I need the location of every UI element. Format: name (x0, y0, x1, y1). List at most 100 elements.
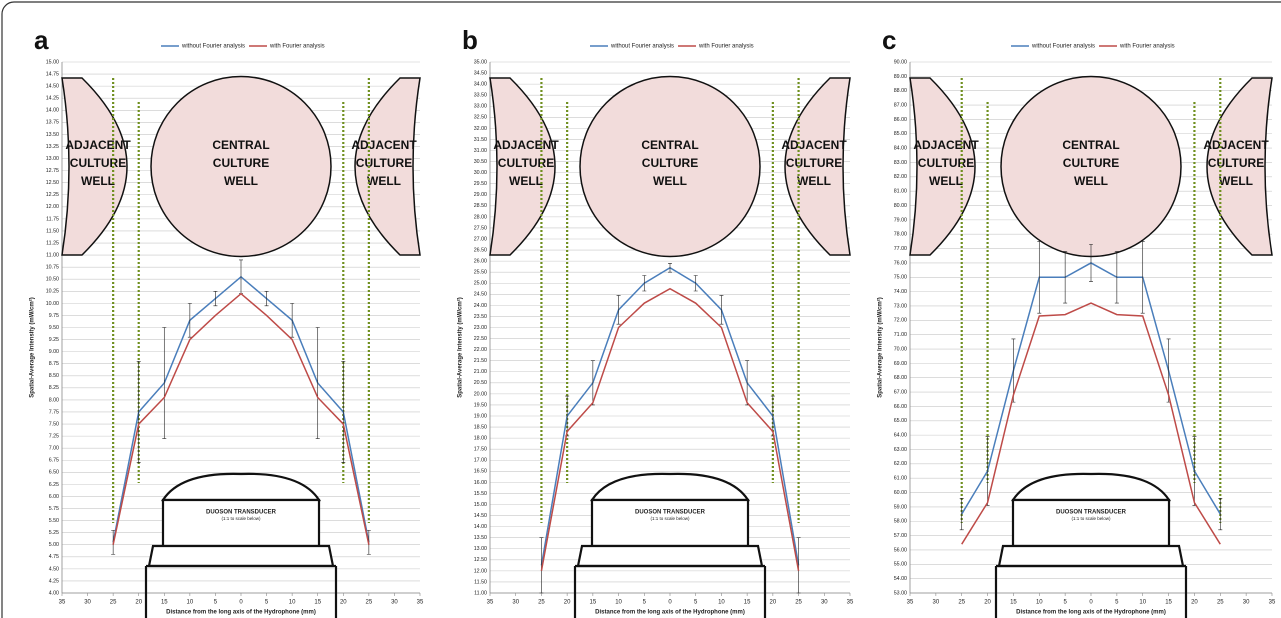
y-tick-label: 30.00 (474, 170, 487, 176)
y-tick-label: 28.50 (474, 203, 487, 209)
x-tick-label: 15 (314, 600, 321, 606)
transducer-label: DUOSON TRANSDUCER (635, 510, 706, 516)
well-label: CULTURE (70, 156, 126, 170)
x-tick-label: 25 (366, 600, 373, 606)
transducer-body (163, 500, 319, 546)
x-tick-label: 35 (417, 600, 424, 606)
x-tick-label: 20 (770, 600, 777, 606)
error-bar (1218, 498, 1222, 530)
y-tick-label: 32.50 (474, 115, 487, 121)
y-tick-label: 23.00 (474, 325, 487, 331)
well-label: ADJACENT (65, 138, 131, 152)
y-tick-label: 76.00 (894, 260, 907, 266)
transducer-collar (578, 546, 762, 566)
y-tick-label: 29.00 (474, 192, 487, 198)
x-tick-label: 20 (340, 600, 347, 606)
x-tick-label: 0 (668, 600, 672, 606)
y-tick-label: 26.00 (474, 259, 487, 265)
well-label: CENTRAL (1062, 138, 1119, 152)
y-tick-label: 4.00 (49, 590, 59, 596)
well-label: CULTURE (356, 156, 412, 170)
y-tick-label: 81.00 (894, 189, 907, 195)
y-tick-label: 32.00 (474, 126, 487, 132)
well-label: WELL (224, 174, 258, 188)
y-tick-label: 84.00 (894, 146, 907, 152)
x-tick-label: 10 (615, 600, 622, 606)
x-tick-label: 35 (1269, 600, 1276, 606)
x-tick-label: 30 (1243, 600, 1250, 606)
x-tick-label: 35 (907, 600, 914, 606)
y-tick-label: 33.50 (474, 93, 487, 99)
y-tick-label: 6.25 (49, 482, 59, 488)
y-tick-label: 54.00 (894, 576, 907, 582)
transducer-note: (1:1 to scale below) (650, 516, 690, 521)
x-tick-label: 0 (1089, 600, 1093, 606)
y-tick-label: 10.75 (46, 265, 59, 271)
x-tick-label: 30 (84, 600, 91, 606)
well-label: WELL (653, 174, 687, 188)
y-tick-label: 9.00 (49, 349, 59, 355)
y-axis-label: Spatial-Average Intensity (mW/cm²) (877, 297, 884, 397)
y-tick-label: 55.00 (894, 562, 907, 568)
error-bar (162, 328, 166, 439)
transducer-collar (149, 546, 333, 566)
x-tick-label: 10 (1036, 600, 1043, 606)
y-tick-label: 82.00 (894, 174, 907, 180)
y-tick-label: 14.25 (46, 96, 59, 102)
y-tick-label: 20.50 (474, 380, 487, 386)
y-tick-label: 7.00 (49, 446, 59, 452)
y-tick-label: 64.00 (894, 433, 907, 439)
well-label: ADJACENT (781, 138, 847, 152)
y-tick-label: 70.00 (894, 346, 907, 352)
y-tick-label: 6.50 (49, 470, 59, 476)
y-tick-label: 10.25 (46, 289, 59, 295)
well-label: ADJACENT (351, 138, 417, 152)
y-tick-label: 77.00 (894, 246, 907, 252)
y-tick-label: 6.00 (49, 494, 59, 500)
y-tick-label: 9.50 (49, 325, 59, 331)
x-tick-label: 30 (821, 600, 828, 606)
x-tick-label: 20 (135, 600, 142, 606)
y-tick-label: 16.00 (474, 480, 487, 486)
y-tick-label: 8.75 (49, 361, 59, 367)
well-label: CENTRAL (212, 138, 269, 152)
well-label: ADJACENT (913, 138, 979, 152)
well-label: ADJACENT (1203, 138, 1269, 152)
x-tick-label: 15 (161, 600, 168, 606)
y-tick-label: 11.50 (474, 579, 487, 585)
transducer-note: (1:1 to scale below) (1071, 516, 1111, 521)
y-tick-label: 18.00 (474, 436, 487, 442)
y-tick-label: 31.00 (474, 148, 487, 154)
y-tick-label: 79.00 (894, 217, 907, 223)
y-tick-label: 67.00 (894, 389, 907, 395)
y-tick-label: 11.75 (46, 216, 59, 222)
y-tick-label: 30.50 (474, 159, 487, 165)
y-tick-label: 12.00 (46, 204, 59, 210)
x-axis-label: Distance from the long axis of the Hydro… (166, 610, 316, 616)
well-label: WELL (367, 174, 401, 188)
y-tick-label: 25.50 (474, 270, 487, 276)
x-tick-label: 5 (1063, 600, 1067, 606)
y-tick-label: 66.00 (894, 404, 907, 410)
y-tick-label: 57.00 (894, 533, 907, 539)
transducer-body (1013, 500, 1169, 546)
legend-label: without Fourier analysis (181, 44, 245, 50)
x-tick-label: 25 (110, 600, 117, 606)
y-tick-label: 21.50 (474, 358, 487, 364)
y-tick-label: 11.25 (46, 240, 59, 246)
y-tick-label: 74.00 (894, 289, 907, 295)
transducer-label: DUOSON TRANSDUCER (1056, 510, 1127, 516)
well-label: CULTURE (918, 156, 974, 170)
y-tick-label: 7.50 (49, 421, 59, 427)
y-tick-label: 7.25 (49, 434, 59, 440)
y-tick-label: 86.00 (894, 117, 907, 123)
y-tick-label: 4.50 (49, 566, 59, 572)
x-tick-label: 25 (795, 600, 802, 606)
y-tick-label: 6.75 (49, 458, 59, 464)
y-tick-label: 23.50 (474, 314, 487, 320)
y-tick-label: 71.00 (894, 332, 907, 338)
y-axis-label: Spatial-Average Intensity (mW/cm²) (29, 297, 36, 397)
y-tick-label: 11.00 (474, 590, 487, 596)
y-tick-label: 68.00 (894, 375, 907, 381)
x-axis-label: Distance from the long axis of the Hydro… (595, 610, 745, 616)
